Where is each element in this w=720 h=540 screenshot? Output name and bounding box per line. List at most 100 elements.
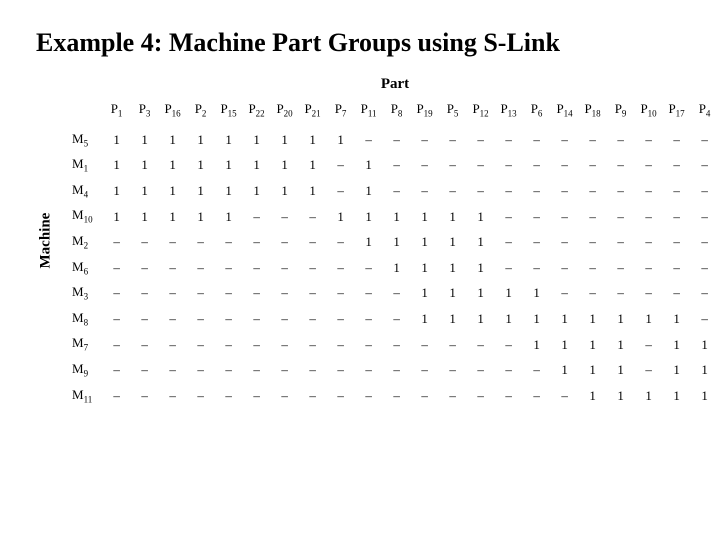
matrix-cell: – (383, 152, 411, 178)
matrix-cell: – (355, 255, 383, 281)
matrix-cell: – (299, 229, 327, 255)
matrix-cell: – (607, 152, 635, 178)
matrix-cell: – (607, 280, 635, 306)
matrix-cell: – (691, 178, 719, 204)
matrix-cell: – (663, 229, 691, 255)
matrix-cell: – (439, 127, 467, 153)
matrix-cell: – (523, 383, 551, 409)
matrix-cell: – (383, 383, 411, 409)
matrix-cell: 1 (131, 152, 159, 178)
matrix-cell: – (523, 152, 551, 178)
column-header: P5 (439, 99, 467, 127)
matrix-cell: – (355, 331, 383, 357)
matrix-cell: 1 (551, 357, 579, 383)
matrix-cell: 1 (495, 306, 523, 332)
matrix-cell: – (607, 255, 635, 281)
matrix-cell: 1 (215, 127, 243, 153)
matrix-cell: – (663, 255, 691, 281)
matrix-cell: – (355, 306, 383, 332)
matrix-cell: 1 (327, 127, 355, 153)
matrix-cell: 1 (355, 178, 383, 204)
matrix-cell: – (495, 357, 523, 383)
matrix-cell: – (243, 203, 271, 229)
matrix-cell: – (691, 280, 719, 306)
matrix-cell: 1 (187, 203, 215, 229)
matrix-cell: – (327, 178, 355, 204)
matrix-cell: 1 (691, 383, 719, 409)
row-header: M2 (68, 229, 103, 255)
column-header: P2 (187, 99, 215, 127)
matrix-cell: – (103, 280, 131, 306)
matrix-cell: – (691, 127, 719, 153)
matrix-cell: – (691, 152, 719, 178)
matrix-cell: – (411, 178, 439, 204)
matrix-cell: – (523, 255, 551, 281)
matrix-cell: – (663, 203, 691, 229)
matrix-cell: 1 (579, 331, 607, 357)
matrix-cell: 1 (383, 255, 411, 281)
matrix-cell: 1 (523, 280, 551, 306)
matrix-cell: 1 (607, 357, 635, 383)
matrix-cell: – (663, 127, 691, 153)
row-header: M4 (68, 178, 103, 204)
column-header: P14 (551, 99, 579, 127)
matrix-cell: – (411, 383, 439, 409)
matrix-cell: – (159, 357, 187, 383)
matrix-cell: – (439, 357, 467, 383)
matrix-cell: – (551, 383, 579, 409)
row-header: M9 (68, 357, 103, 383)
matrix-cell: – (607, 203, 635, 229)
matrix-cell: – (243, 229, 271, 255)
table-row: M6––––––––––1111–––––––– (68, 255, 719, 281)
matrix-cell: – (411, 152, 439, 178)
matrix-cell: – (159, 280, 187, 306)
matrix-cell: – (187, 357, 215, 383)
matrix-cell: – (411, 331, 439, 357)
row-header: M11 (68, 383, 103, 409)
column-header: P11 (355, 99, 383, 127)
column-header: P3 (131, 99, 159, 127)
matrix-cell: 1 (439, 280, 467, 306)
table-row: M2–––––––––11111–––––––– (68, 229, 719, 255)
matrix-cell: 1 (271, 178, 299, 204)
row-header: M5 (68, 127, 103, 153)
matrix-cell: – (551, 203, 579, 229)
slide-title: Example 4: Machine Part Groups using S-L… (36, 28, 684, 58)
row-header: M6 (68, 255, 103, 281)
matrix-cell: – (131, 357, 159, 383)
matrix-cell: – (635, 178, 663, 204)
matrix-cell: 1 (523, 306, 551, 332)
matrix-cell: 1 (327, 203, 355, 229)
matrix-cell: – (355, 383, 383, 409)
matrix-cell: 1 (467, 280, 495, 306)
matrix-cell: 1 (243, 152, 271, 178)
matrix-cell: – (159, 383, 187, 409)
matrix-cell: – (383, 127, 411, 153)
matrix-cell: – (523, 127, 551, 153)
matrix-cell: – (495, 127, 523, 153)
row-header: M7 (68, 331, 103, 357)
column-header: P16 (159, 99, 187, 127)
matrix-cell: – (495, 178, 523, 204)
matrix-cell: 1 (187, 152, 215, 178)
matrix-cell: – (299, 357, 327, 383)
table-row: M11–––––––––––––––––11111 (68, 383, 719, 409)
row-header: M1 (68, 152, 103, 178)
matrix-cell: – (635, 229, 663, 255)
column-header: P19 (411, 99, 439, 127)
matrix-cell: – (579, 127, 607, 153)
row-header: M10 (68, 203, 103, 229)
matrix-cell: – (299, 280, 327, 306)
matrix-cell: – (691, 229, 719, 255)
matrix-cell: – (439, 152, 467, 178)
matrix-cell: 1 (299, 178, 327, 204)
matrix-cell: 1 (159, 152, 187, 178)
matrix-cell: – (635, 357, 663, 383)
matrix-cell: – (299, 203, 327, 229)
matrix-cell: 1 (579, 383, 607, 409)
matrix-cell: – (579, 255, 607, 281)
matrix-cell: – (131, 383, 159, 409)
matrix-cell: – (523, 357, 551, 383)
matrix-cell: – (103, 383, 131, 409)
matrix-cell: – (355, 127, 383, 153)
